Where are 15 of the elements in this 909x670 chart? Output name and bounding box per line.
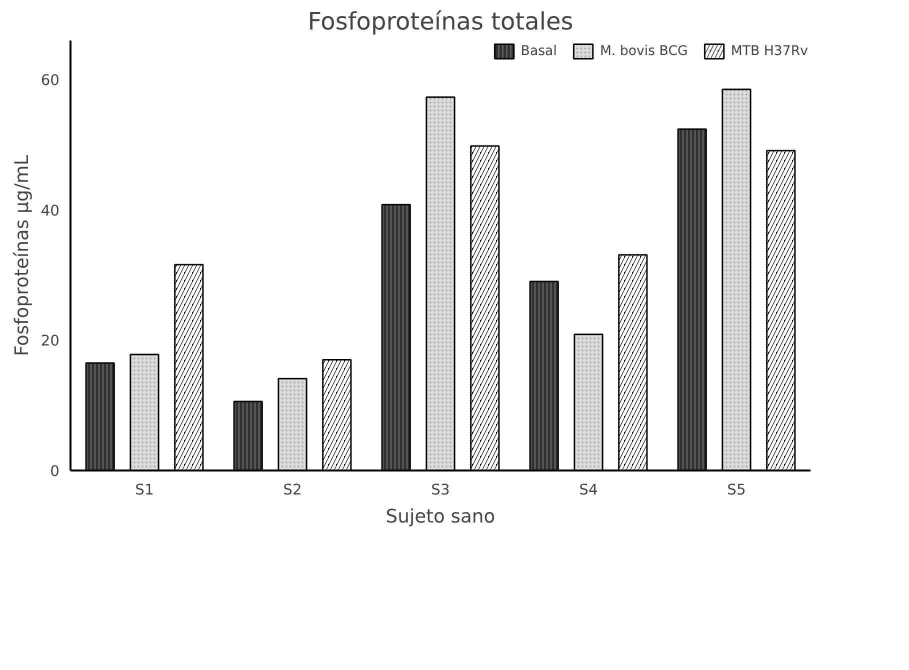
x-tick-label: S2 <box>283 482 302 498</box>
y-axis-title: Fosfoproteínas µg/mL <box>12 154 33 356</box>
chart-title: Fosfoproteínas totales <box>308 8 574 36</box>
x-axis-title: Sujeto sano <box>386 506 496 528</box>
y-tick-label: 60 <box>40 72 60 90</box>
y-tick-label: 20 <box>40 332 60 350</box>
legend-label: Basal <box>520 44 557 58</box>
x-tick-label: S4 <box>579 482 598 498</box>
x-tick-label: S5 <box>727 482 746 498</box>
x-tick-label: S3 <box>431 482 450 498</box>
y-tick-label: 0 <box>50 463 60 480</box>
legend-label: M. bovis BCG <box>600 44 688 58</box>
x-tick-label: S1 <box>135 482 154 498</box>
legend-label: MTB H37Rv <box>730 44 808 58</box>
y-tick-label: 40 <box>40 202 60 220</box>
